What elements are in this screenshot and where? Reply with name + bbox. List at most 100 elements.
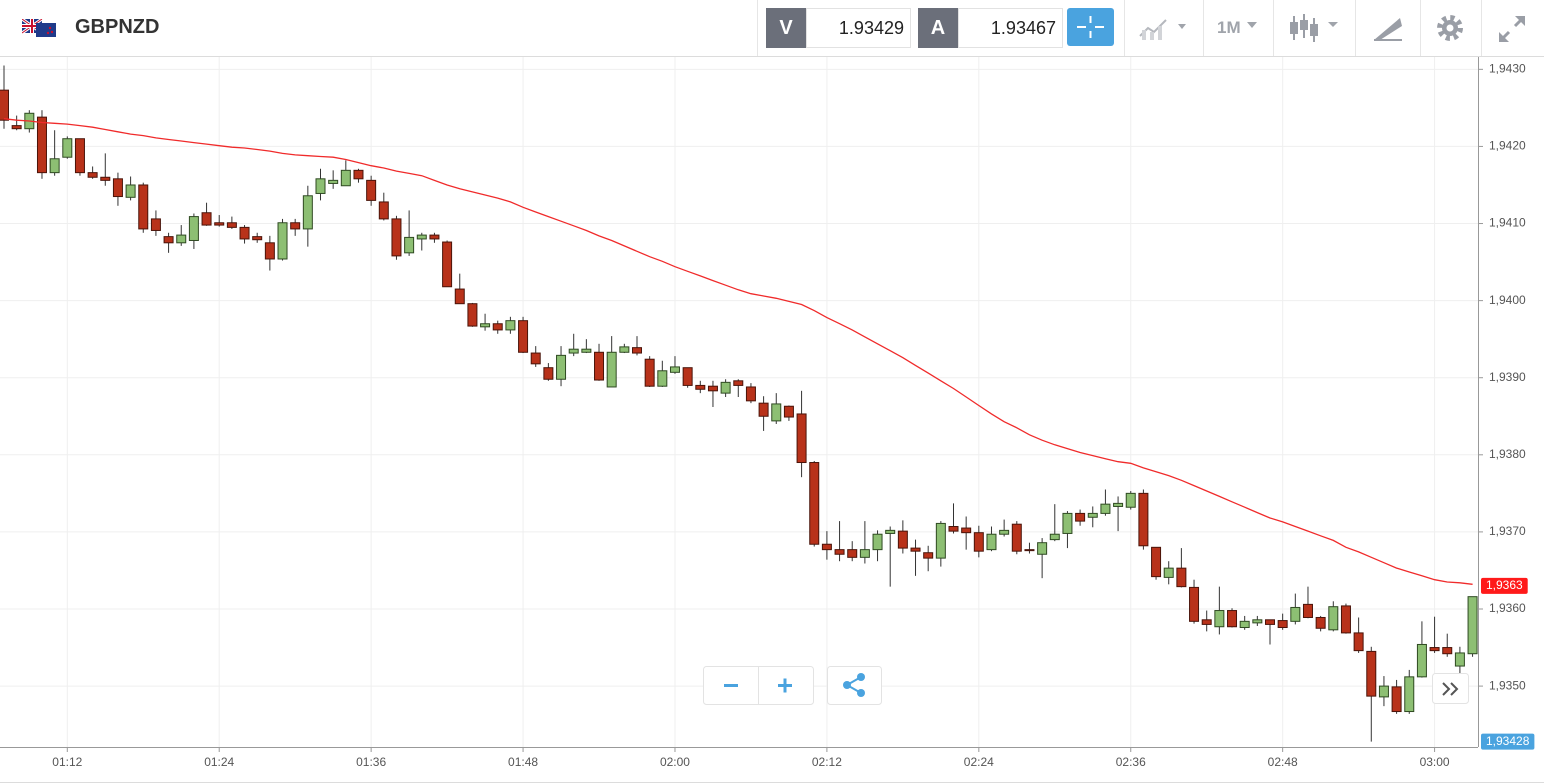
candle-body — [1265, 619, 1275, 625]
candle-body — [897, 530, 908, 549]
chart-type-button[interactable] — [1288, 12, 1344, 44]
candle-body — [530, 352, 541, 365]
flag-icon — [22, 19, 56, 37]
candle-body — [758, 402, 769, 417]
candle-body — [556, 354, 567, 380]
candle-body — [1062, 512, 1073, 534]
candle-body — [707, 385, 718, 392]
candle-body — [771, 403, 782, 422]
separator — [1124, 0, 1125, 56]
candle-body — [252, 236, 263, 241]
separator — [1481, 0, 1482, 56]
candle-body — [1315, 616, 1326, 629]
candle-body — [429, 234, 440, 240]
candle-body — [1189, 586, 1200, 622]
candle-body — [492, 323, 503, 331]
candle-body — [1252, 619, 1263, 624]
candle-body — [935, 522, 946, 559]
y-tick-label: 1,9410 — [1489, 216, 1526, 230]
indicator-button[interactable] — [1138, 14, 1194, 42]
candle-body — [163, 236, 174, 244]
candle-body — [619, 346, 630, 353]
y-tick-label: 1,9350 — [1489, 678, 1526, 692]
candle-body — [1075, 512, 1086, 522]
ask-price[interactable]: 1.93467 — [958, 8, 1063, 48]
candle-body — [581, 348, 592, 353]
toolbar: GBPNZD V 1.93429 A 1.93467 1M — [0, 0, 1544, 57]
candle-body — [239, 226, 250, 240]
candle-body — [809, 462, 820, 545]
candle-body — [214, 222, 225, 226]
candle-body — [1138, 492, 1149, 547]
candle-body — [821, 543, 832, 551]
separator — [1273, 0, 1274, 56]
candle-body — [1049, 533, 1060, 541]
candle-body — [454, 288, 465, 305]
candle-body — [1227, 610, 1238, 628]
candle-body — [783, 405, 794, 418]
settings-button[interactable] — [1435, 13, 1465, 43]
draw-button[interactable] — [1372, 14, 1404, 42]
candle-body — [632, 347, 642, 354]
candle-body — [606, 351, 617, 388]
candle-body — [1087, 512, 1098, 518]
candle-body — [1353, 632, 1364, 652]
candle-body — [201, 212, 212, 226]
candle-body — [467, 303, 478, 327]
candle-body — [1467, 596, 1478, 655]
timeframe[interactable]: 1M — [1217, 18, 1241, 37]
fullscreen-button[interactable] — [1497, 14, 1527, 44]
candle-body — [594, 351, 605, 381]
scroll-to-end-button[interactable] — [1432, 673, 1470, 705]
zoom-in[interactable] — [778, 678, 792, 693]
candle-body — [568, 348, 579, 354]
symbol: GBPNZD — [75, 16, 160, 38]
candle-body — [1239, 620, 1250, 629]
candle-body — [1201, 619, 1212, 625]
candle-body — [340, 169, 351, 187]
candle-body — [847, 549, 858, 558]
candle-body — [518, 320, 529, 353]
dropdown-arrow[interactable] — [1246, 20, 1260, 30]
candle-body — [796, 413, 807, 464]
candle-body — [480, 323, 491, 328]
candle-body — [0, 89, 9, 121]
candle-body — [1404, 676, 1415, 713]
x-tick-label: 01:36 — [356, 755, 386, 769]
candle-body — [404, 236, 415, 254]
x-tick-label: 01:24 — [204, 755, 234, 769]
candle-body — [682, 367, 693, 386]
price-tag: 1,9363 — [1481, 577, 1528, 594]
candle-body — [948, 526, 959, 532]
share-button[interactable] — [843, 673, 865, 697]
candle-body — [505, 320, 516, 331]
candle-body — [1366, 650, 1377, 697]
candle-body — [1454, 652, 1465, 667]
separator — [1420, 0, 1421, 56]
separator — [757, 0, 758, 56]
candle-body — [872, 533, 883, 551]
candle-body — [543, 367, 554, 380]
candle-body — [138, 184, 149, 230]
bid-label[interactable]: V — [766, 8, 806, 48]
x-tick-label: 01:12 — [52, 755, 82, 769]
ask-label[interactable]: A — [918, 8, 958, 48]
y-tick-label: 1,9430 — [1489, 62, 1526, 76]
candle-body — [74, 138, 85, 174]
candle-body — [923, 552, 934, 559]
candle-body — [290, 222, 301, 230]
candle-body — [125, 184, 136, 198]
price-tag-label: 1,9363 — [1486, 578, 1523, 592]
x-tick-label: 02:24 — [964, 755, 994, 769]
candle-body — [644, 358, 655, 387]
crosshair-button[interactable] — [1067, 8, 1114, 46]
candle-body — [999, 529, 1010, 535]
candle-body — [986, 533, 997, 551]
candle-body — [910, 547, 921, 552]
candle-body — [442, 241, 453, 288]
candle-body — [885, 529, 896, 534]
bid-price[interactable]: 1.93429 — [806, 8, 911, 48]
y-tick-label: 1,9390 — [1489, 370, 1526, 384]
candle-body — [1176, 567, 1187, 588]
